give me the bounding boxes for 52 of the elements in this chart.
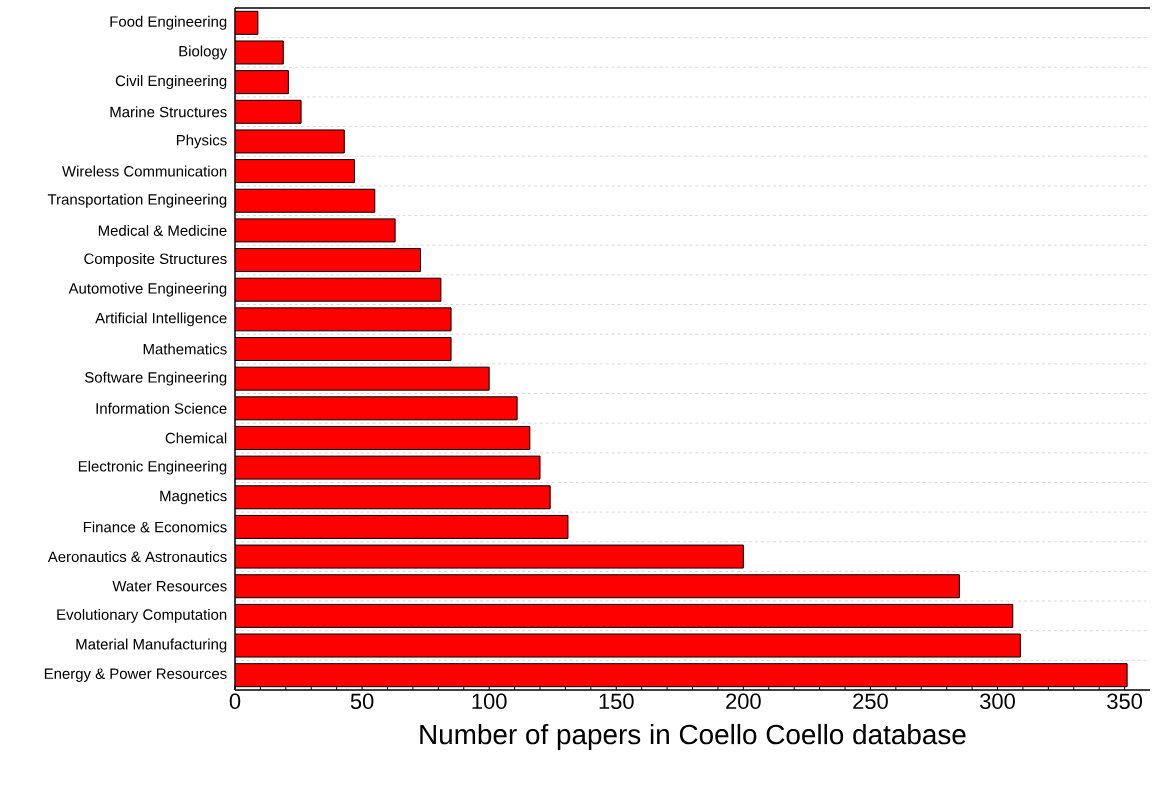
x-tick-label: 100 bbox=[472, 693, 507, 710]
y-tick-label: Food Engineering bbox=[110, 15, 227, 30]
bar bbox=[235, 455, 541, 480]
y-tick-label: Civil Engineering bbox=[115, 75, 227, 90]
x-tick-label: 50 bbox=[350, 693, 374, 710]
bar bbox=[235, 307, 452, 332]
bar bbox=[235, 99, 302, 124]
y-tick-label: Energy & Power Resources bbox=[44, 668, 227, 682]
y-tick-label: Wireless Communication bbox=[62, 165, 227, 177]
y-tick-label: Evolutionary Computation bbox=[57, 608, 227, 623]
y-tick-label: Mathematics bbox=[143, 343, 227, 355]
bar bbox=[235, 188, 376, 213]
y-tick-label: Chemical bbox=[165, 432, 227, 444]
y-tick-label: Information Science bbox=[96, 402, 227, 414]
bar bbox=[235, 129, 345, 154]
y-tick-label: Software Engineering bbox=[85, 371, 227, 386]
bar bbox=[235, 70, 289, 95]
y-tick-label: Artificial Intelligence bbox=[95, 312, 227, 327]
bar bbox=[235, 366, 490, 391]
y-tick-label: Aeronautics & Astronautics bbox=[47, 551, 227, 563]
x-tick-label: 150 bbox=[599, 693, 634, 710]
y-tick-label: Electronic Engineering bbox=[78, 460, 227, 475]
x-axis-title: Number of papers in Coello Coello database bbox=[420, 723, 966, 750]
bar bbox=[235, 544, 744, 569]
y-tick-label: Marine Structures bbox=[110, 106, 227, 118]
x-tick-label: 300 bbox=[980, 693, 1015, 710]
x-tick-label: 350 bbox=[1107, 693, 1143, 710]
x-tick-label: 250 bbox=[853, 693, 888, 710]
y-tick-label: Composite Structures bbox=[84, 253, 227, 267]
bar bbox=[235, 633, 1021, 658]
y-tick-label: Magnetics bbox=[160, 490, 227, 505]
y-tick-label: Physics bbox=[176, 134, 227, 149]
bar bbox=[235, 514, 569, 539]
y-tick-label: Transportation Engineering bbox=[47, 193, 227, 208]
y-tick-label: Material Manufacturing bbox=[76, 638, 227, 653]
y-tick-label: Biology bbox=[179, 45, 228, 60]
y-tick-label: Medical & Medicine bbox=[98, 224, 227, 236]
bar bbox=[235, 396, 518, 421]
y-tick-label: Finance & Economics bbox=[83, 521, 227, 533]
bar bbox=[235, 603, 1014, 628]
bar bbox=[235, 574, 960, 599]
bar bbox=[235, 218, 396, 243]
bar bbox=[235, 425, 531, 450]
bar bbox=[235, 277, 442, 302]
bar bbox=[235, 159, 355, 184]
bar bbox=[235, 485, 551, 510]
x-tick-label: 200 bbox=[726, 693, 761, 710]
x-tick-label: 0 bbox=[229, 693, 241, 710]
bar bbox=[235, 248, 422, 273]
y-tick-label: Automotive Engineering bbox=[68, 282, 227, 297]
y-tick-label: Water Resources bbox=[112, 581, 227, 592]
bar bbox=[235, 337, 452, 361]
